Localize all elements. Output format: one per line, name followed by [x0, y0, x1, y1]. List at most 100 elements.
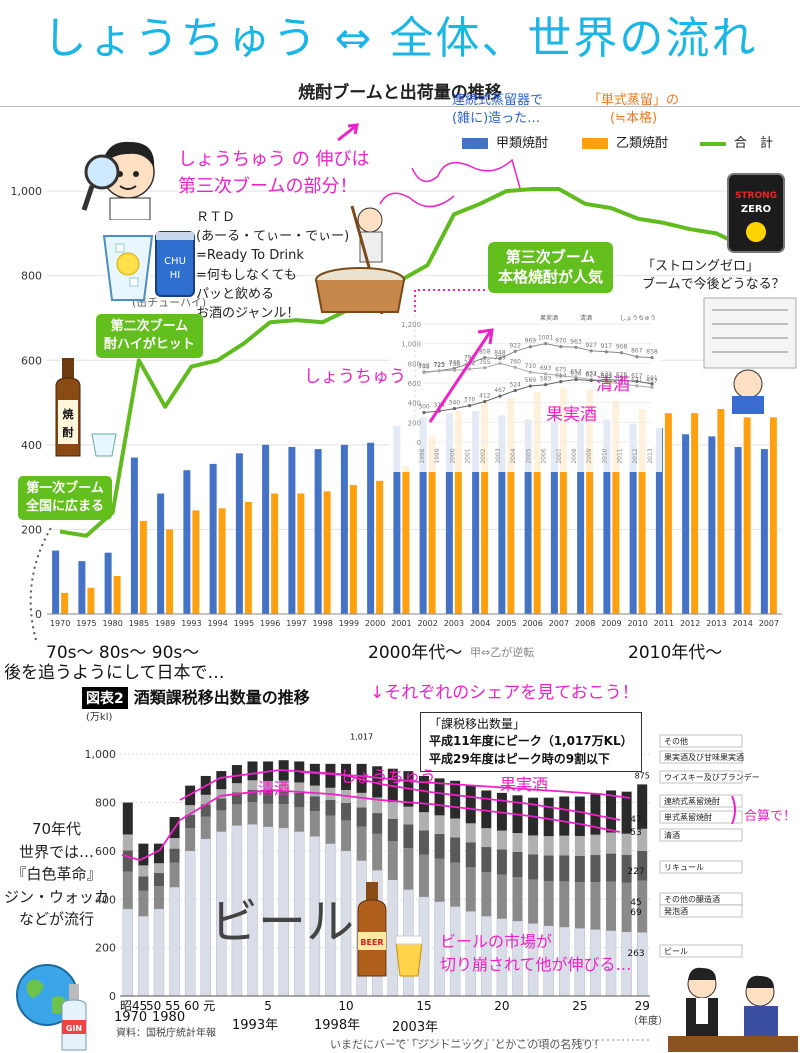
bar-kou: [498, 415, 506, 614]
chart1-xtick: 2008: [575, 619, 595, 628]
bar-other-segment: [387, 840, 398, 880]
bar-other-segment: [247, 761, 258, 781]
bar-other-segment: [216, 810, 227, 832]
bar-otsu: [743, 417, 751, 614]
bar-other-segment: [216, 789, 227, 799]
bar-other-segment: [621, 791, 632, 834]
bar-otsu: [717, 408, 725, 614]
bar-other-segment: [434, 833, 445, 859]
bar-other-segment: [434, 858, 445, 902]
bar-otsu: [218, 508, 226, 614]
bar-beer: [138, 915, 149, 997]
bar-otsu: [244, 501, 252, 614]
bar-other-segment: [528, 835, 539, 855]
inset-bg: [390, 312, 662, 472]
bar-kou: [708, 436, 716, 614]
bar-other-segment: [138, 890, 149, 917]
bar-beer: [153, 908, 165, 997]
inset-data-label: 569: [525, 377, 537, 384]
bar-other-segment: [621, 833, 632, 855]
chart2-xtick: 29: [635, 999, 650, 1013]
bar-kou: [104, 552, 112, 614]
bar-other-segment: [122, 802, 133, 835]
bar-kou: [157, 493, 165, 614]
chart1-ytick: 800: [21, 270, 42, 283]
chart1-xtick: 2012: [680, 619, 700, 628]
inset-data-label: 710: [525, 363, 537, 370]
inset-xtick: 2011: [617, 448, 624, 463]
chart1-xtick: 2000: [365, 619, 385, 628]
inset-xtick: 2013: [647, 448, 654, 463]
chart2-right-value: 53: [630, 828, 641, 838]
bar-other-segment: [263, 790, 274, 804]
bar-other-segment: [341, 803, 352, 821]
bar-otsu: [664, 413, 672, 614]
bar-beer: [122, 908, 134, 997]
bar-other-segment: [138, 865, 149, 877]
inset-data-label: 760: [509, 358, 521, 365]
legend-total: 合 計: [700, 132, 773, 151]
bar-kou: [524, 419, 532, 614]
bar-other-segment: [325, 763, 336, 788]
bar-other-segment: [637, 851, 648, 881]
single-note: 「単式蒸留」の (≒本格): [588, 93, 680, 126]
bar-kou: [52, 550, 60, 614]
bar-kou: [472, 411, 480, 614]
bar-kou: [235, 453, 243, 614]
inset-data-label: 675: [555, 367, 567, 374]
inset-data-label: 908: [616, 344, 628, 351]
chart2-right-value: 69: [630, 908, 642, 918]
inset-data-label: 799: [494, 354, 506, 361]
bar-other-segment: [621, 854, 632, 883]
bar-other-segment: [512, 833, 523, 852]
inset-xtick: 2009: [586, 448, 593, 463]
gin-tonic-note: いまだにバーで「ジントニック」とかこの頃の名残り！: [330, 1038, 605, 1051]
chart2-xtick: 25: [572, 999, 587, 1013]
bar-other-segment: [637, 880, 648, 933]
inset-data-label: 412: [479, 392, 491, 399]
bar-kou: [577, 417, 585, 614]
bar-other-segment: [309, 763, 320, 786]
inset-data-label: 748: [449, 359, 461, 366]
chart2-xtick: 昭45: [120, 999, 147, 1013]
chart2-title-text: 酒類課税移出数量の推移: [133, 688, 310, 707]
chart1-xtick: 2009: [601, 619, 621, 628]
chart2-category-label: 清酒: [659, 828, 743, 842]
chart1-xtick: 1995: [234, 619, 254, 628]
bar-other-segment: [418, 830, 429, 855]
chart1-xtick: 1993: [181, 619, 201, 628]
bar-other-segment: [169, 848, 180, 863]
bar-other-segment: [185, 814, 196, 829]
svg-text:ZERO: ZERO: [741, 204, 771, 215]
bar-other-segment: [185, 828, 196, 851]
bar-other-segment: [356, 763, 367, 793]
chart1-xtick: 2001: [391, 619, 411, 628]
bar-other-segment: [418, 854, 429, 897]
chart1-xtick: 2004: [470, 619, 490, 628]
bar-other-segment: [247, 789, 258, 803]
chart2-category-text: 果実酒及び甘味果実酒: [664, 752, 744, 762]
chart2-category-box: [659, 750, 743, 764]
chart1-xtick: 1998: [312, 619, 332, 628]
bar-otsu: [769, 417, 777, 614]
inset-data-label: 917: [601, 343, 613, 350]
reverse-note: 甲⇔乙が逆転: [470, 646, 535, 659]
chart2-category-box: [659, 944, 743, 958]
chart2-category-text: その他: [664, 736, 688, 746]
inset-data-label: 557: [646, 378, 658, 385]
inset-data-label: 591: [646, 375, 658, 382]
year-2003: 2003年: [392, 1020, 439, 1035]
inset-data-label: 624: [585, 372, 597, 379]
chart1-xtick: 1999: [339, 619, 359, 628]
bar-kou: [367, 442, 375, 614]
bar-other-segment: [418, 812, 429, 831]
inset-xtick: 2003: [495, 448, 502, 463]
bar-other-segment: [231, 804, 242, 826]
bar-other-segment: [528, 879, 539, 924]
bar-other-segment: [278, 780, 289, 791]
bar-other-segment: [543, 836, 554, 856]
bar-other-segment: [606, 853, 617, 882]
year-1980: 1980: [152, 1010, 186, 1025]
svg-text:焼: 焼: [63, 407, 74, 421]
